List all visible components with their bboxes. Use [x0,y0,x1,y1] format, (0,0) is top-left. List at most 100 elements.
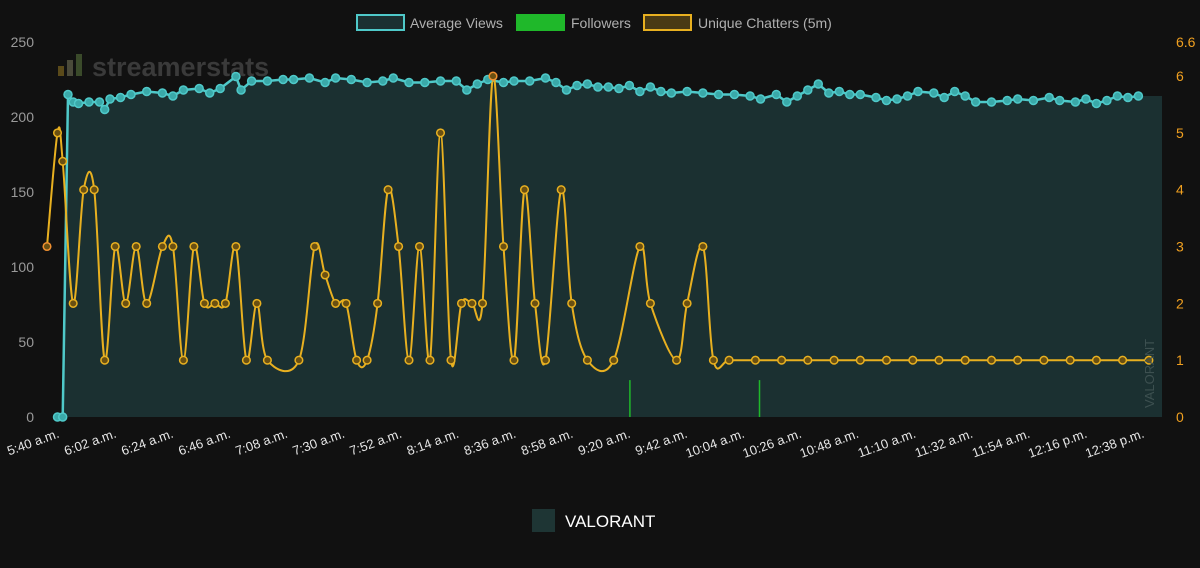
average-views-point [624,80,635,91]
unique-chatters-point [934,355,944,365]
unique-chatters-point [698,241,708,252]
x-tick-label: 6:02 a.m. [62,426,118,459]
average-views-point [126,89,136,100]
average-views-point [572,80,582,91]
category-legend-label: VALORANT [565,512,655,531]
x-tick-label: 7:30 a.m. [290,426,346,459]
category-legend[interactable]: VALORANT [532,509,655,532]
legend-item-average-views[interactable]: Average Views [356,14,503,31]
average-views-point [194,83,204,94]
average-views-point [84,97,94,107]
average-views-point [949,86,960,97]
average-views-point [813,79,824,89]
watermark-bar-icon [58,66,64,76]
average-views-point [141,86,152,97]
average-views-point [593,82,603,92]
average-views-point [986,97,997,107]
average-views-point [540,73,551,83]
average-views-point [330,73,341,83]
average-views-point [771,89,782,100]
average-views-point [1112,91,1123,101]
y-right-tick-label: 5 [1176,125,1184,141]
unique-chatters-point [855,355,865,365]
y-left-tick-label: 200 [11,109,35,125]
x-tick-label: 11:32 a.m. [913,426,975,461]
unique-chatters-point [582,355,592,365]
average-views-point [278,74,288,85]
average-views-point [524,76,535,86]
x-tick-label: 5:40 a.m. [5,426,61,459]
unique-chatters-point [231,241,241,252]
average-views-point [1091,98,1102,109]
x-tick-label: 10:26 a.m. [741,426,804,461]
legend-item-unique-chatters[interactable]: Unique Chatters (5m) [643,14,832,31]
x-tick-label: 10:48 a.m. [798,426,861,461]
unique-chatters-point [252,298,262,308]
unique-chatters-point [960,355,970,365]
unique-chatters-point [310,241,320,252]
average-views-point [561,85,572,95]
unique-chatters-point [1144,355,1154,365]
average-views-point [713,89,724,100]
average-views-point [73,98,84,109]
average-views-point [913,86,923,97]
unique-chatters-point [556,185,566,195]
average-views-area-layer [57,76,1162,417]
average-views-point [929,88,939,98]
x-tick-label: 9:42 a.m. [633,426,689,459]
average-views-point [1102,95,1112,106]
unique-chatters-point [373,298,383,308]
average-views-point [698,88,708,98]
average-views-point [1054,95,1065,106]
average-views-point [204,88,215,98]
unique-chatters-point [682,298,692,308]
x-tick-label: 12:38 p.m. [1083,426,1146,461]
average-views-point [792,91,803,101]
legend: Average Views Followers Unique Chatters … [356,14,832,31]
unique-chatters-point [1091,355,1101,365]
series-points-layer [42,71,1154,422]
watermark-bar-icon [67,60,73,76]
unique-chatters-point [435,128,446,138]
y-left-tick-label: 150 [11,184,35,200]
unique-chatters-point [42,241,52,252]
average-views-point [231,71,241,82]
average-views-point [1070,97,1081,107]
unique-chatters-point [52,128,63,138]
average-views-point [881,95,892,106]
average-views-point [656,86,666,97]
average-views-point [855,89,866,100]
y-right-tick-label: 6.6 [1176,34,1196,50]
unique-chatters-point [477,298,488,308]
average-views-point [551,77,561,88]
legend-item-followers[interactable]: Followers [516,14,631,31]
average-views-point [745,91,755,101]
average-views-point [782,97,792,107]
unique-chatters-point [404,355,414,365]
y-right-tick-label: 0 [1176,409,1184,425]
legend-swatch-unique-chatters [643,14,692,31]
average-views-point [1044,92,1054,103]
x-tick-label: 10:04 a.m. [683,426,746,461]
unique-chatters-point [1039,355,1049,365]
unique-chatters-point [908,355,918,365]
average-views-point [304,73,315,83]
average-views-point [472,79,483,89]
average-views-point [729,89,740,100]
average-views-point [1133,91,1144,101]
average-views-point [939,92,949,103]
y-left-tick-label: 0 [26,409,34,425]
average-views-point [582,79,593,89]
average-views-point [834,86,845,97]
unique-chatters-point [425,355,435,365]
average-views-point [960,91,970,101]
average-views-point [682,86,692,97]
x-tick-label: 9:20 a.m. [576,426,632,459]
category-swatch [532,509,555,532]
unique-chatters-point [567,298,577,308]
unique-chatters-point [394,241,404,252]
plot-category-label: VALORANT [1142,339,1157,408]
average-views-point [236,85,246,95]
